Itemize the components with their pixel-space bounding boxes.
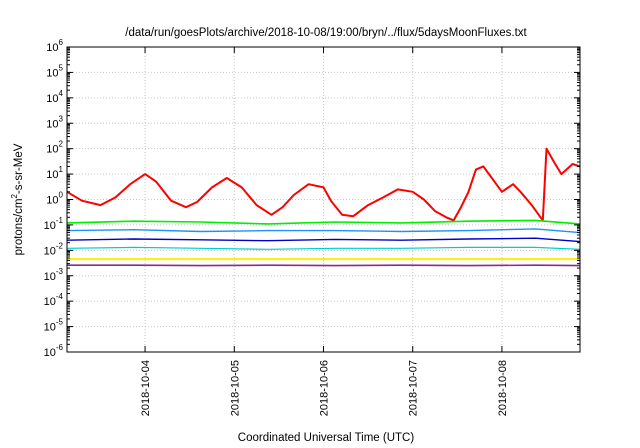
- series-line: [66, 147, 581, 222]
- y-tick-label-base: 10: [44, 220, 56, 232]
- series-line: [66, 246, 581, 250]
- y-tick-label-base: 10: [44, 347, 56, 359]
- axis-ticks: 10-610-510-410-310-210-11001011021031041…: [44, 38, 580, 416]
- grid: [67, 47, 580, 352]
- y-axis-label-base: protons/cm: [13, 199, 25, 256]
- y-tick-label: 100: [46, 191, 63, 207]
- y-tick-label-base: 10: [46, 42, 58, 54]
- y-tick-label: 104: [46, 89, 63, 105]
- series-layer: [66, 147, 581, 267]
- y-tick-label: 10-6: [44, 343, 64, 359]
- y-tick-label: 101: [46, 165, 63, 181]
- x-tick-label: 2018-10-08: [497, 360, 509, 416]
- y-tick-label-base: 10: [44, 296, 56, 308]
- y-tick-label-exponent: 4: [59, 89, 64, 98]
- x-axis-label: Coordinated Universal Time (UTC): [238, 432, 415, 444]
- y-tick-label-exponent: 0: [59, 191, 64, 200]
- y-tick-label-base: 10: [46, 67, 58, 79]
- y-tick-label-base: 10: [46, 118, 58, 130]
- x-tick-label: 2018-10-05: [229, 360, 241, 416]
- y-tick-label: 10-3: [44, 267, 64, 283]
- y-tick-label-base: 10: [46, 169, 58, 181]
- y-tick-label-exponent: 2: [59, 140, 64, 149]
- y-tick-label-exponent: 6: [59, 38, 64, 47]
- y-tick-label: 103: [46, 114, 63, 130]
- y-tick-label-exponent: -1: [56, 216, 64, 225]
- y-tick-label: 10-4: [44, 292, 64, 308]
- y-axis-label: protons/cm2-s-sr-MeV: [10, 143, 25, 255]
- x-tick-label: 2018-10-07: [408, 360, 420, 416]
- y-tick-label-base: 10: [44, 245, 56, 257]
- y-tick-label-base: 10: [44, 271, 56, 283]
- y-tick-label-exponent: 1: [59, 165, 64, 174]
- y-tick-label: 10-2: [44, 241, 64, 257]
- y-tick-label-exponent: 5: [59, 63, 64, 72]
- x-tick-label: 2018-10-04: [140, 360, 152, 416]
- y-tick-label-exponent: -3: [56, 267, 64, 276]
- y-tick-label-base: 10: [46, 144, 58, 156]
- y-axis-label-sup: 2: [10, 194, 19, 199]
- y-tick-label-base: 10: [46, 93, 58, 105]
- y-tick-label: 102: [46, 140, 63, 156]
- y-tick-label-exponent: 3: [59, 114, 64, 123]
- y-tick-label: 10-5: [44, 318, 64, 334]
- y-tick-label-exponent: -2: [56, 241, 64, 250]
- chart-title: /data/run/goesPlots/archive/2018-10-08/1…: [125, 27, 527, 39]
- y-tick-label-exponent: -4: [56, 292, 64, 301]
- y-tick-label: 105: [46, 63, 63, 79]
- y-tick-label: 106: [46, 38, 63, 54]
- series-line: [66, 228, 581, 234]
- y-tick-label-exponent: -6: [56, 343, 64, 352]
- x-tick-label: 2018-10-06: [319, 360, 331, 416]
- y-tick-label-exponent: -5: [56, 318, 64, 327]
- y-tick-label-base: 10: [44, 322, 56, 334]
- series-line: [66, 237, 581, 243]
- y-tick-label-base: 10: [46, 195, 58, 207]
- y-tick-label: 10-1: [44, 216, 64, 232]
- series-line: [66, 219, 581, 225]
- y-axis-label-rest: -s-sr-MeV: [13, 143, 25, 194]
